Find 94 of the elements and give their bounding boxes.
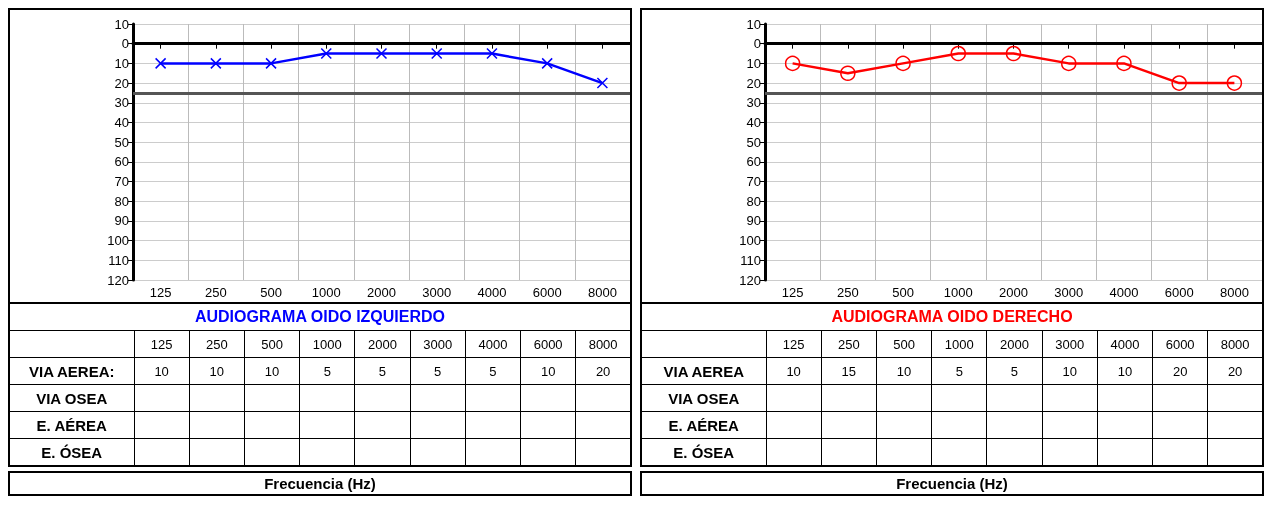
category-label: 3000 (1055, 336, 1085, 352)
x-axis-title: Frecuencia (Hz) (640, 471, 1264, 496)
x-tick-label: 250 (836, 285, 859, 300)
x-tick-label: 4000 (1109, 285, 1139, 300)
y-tick-label: 10 (746, 16, 761, 32)
category-label: 2000 (1000, 336, 1029, 352)
category-label: 4000 (1110, 336, 1140, 352)
data-label: 5 (986, 357, 1043, 385)
category-label: 8000 (1220, 336, 1250, 352)
data-label: 5 (465, 357, 521, 385)
y-tick-label: 30 (114, 95, 129, 111)
y-tick-label: 40 (114, 114, 129, 130)
x-tick-label: 500 (260, 285, 282, 300)
y-tick-label: 20 (114, 75, 129, 91)
data-label: 20 (575, 357, 631, 385)
x-tick-label: 6000 (1164, 285, 1194, 300)
data-label: 10 (876, 357, 932, 385)
y-tick-label: 50 (746, 134, 761, 150)
data-label: 5 (299, 357, 355, 385)
x-tick-label: 4000 (477, 285, 507, 300)
category-label: 250 (837, 336, 860, 352)
x-tick-label: 250 (204, 285, 227, 300)
data-label: 10 (766, 357, 822, 385)
x-tick-label: 125 (149, 285, 172, 300)
legend-label: VIA OSEA (641, 384, 766, 412)
text: VIA AEREA (641, 357, 766, 385)
category-label: 500 (893, 336, 915, 352)
text: AUDIOGRAMA OIDO IZQUIERDO (9, 303, 631, 331)
category-label: 2000 (368, 336, 397, 352)
y-tick-label: 120 (739, 272, 761, 288)
category-label: 6000 (533, 336, 563, 352)
data-label: 10 (244, 357, 300, 385)
y-tick-label: 70 (746, 174, 761, 190)
data-label: 5 (931, 357, 987, 385)
data-label: 10 (1042, 357, 1098, 385)
x-axis-title: Frecuencia (Hz) (8, 471, 632, 496)
y-tick-label: 80 (114, 193, 129, 209)
legend-label: VIA OSEA (9, 384, 134, 412)
x-tick-label: 1000 (311, 285, 341, 300)
y-tick-label: 100 (107, 233, 129, 249)
y-tick-label: 90 (114, 213, 129, 229)
data-label: 20 (1152, 357, 1208, 385)
y-tick-label: 0 (121, 36, 129, 52)
legend-label: E. AÉREA (9, 411, 134, 439)
x-tick-label: 3000 (422, 285, 452, 300)
x-tick-label: 500 (892, 285, 914, 300)
data-label: 5 (354, 357, 411, 385)
legend-label: E. ÓSEA (641, 438, 766, 466)
y-tick-label: 70 (114, 174, 129, 190)
x-tick-label: 2000 (999, 285, 1028, 300)
y-tick-label: 90 (746, 213, 761, 229)
x-tick-label: 3000 (1054, 285, 1084, 300)
category-label: 250 (205, 336, 228, 352)
x-tick-label: 2000 (367, 285, 396, 300)
data-label: 10 (520, 357, 576, 385)
x-tick-label: 8000 (587, 285, 617, 300)
category-label: 1000 (312, 336, 342, 352)
y-tick-label: 100 (739, 233, 761, 249)
data-label: 10 (134, 357, 190, 385)
x-tick-label: 6000 (532, 285, 562, 300)
y-tick-label: 60 (746, 154, 761, 170)
data-label: 15 (821, 357, 877, 385)
data-label: 20 (1207, 357, 1263, 385)
category-label: 3000 (423, 336, 453, 352)
y-tick-label: 120 (107, 272, 129, 288)
data-label: 10 (189, 357, 245, 385)
category-label: 125 (150, 336, 173, 352)
category-label: 6000 (1165, 336, 1195, 352)
y-tick-label: 10 (746, 55, 761, 71)
y-tick-label: 10 (114, 55, 129, 71)
legend-label: E. ÓSEA (9, 438, 134, 466)
y-tick-label: 10 (114, 16, 129, 32)
y-tick-label: 20 (746, 75, 761, 91)
y-tick-label: 60 (114, 154, 129, 170)
category-label: 500 (261, 336, 283, 352)
y-tick-label: 110 (108, 252, 129, 268)
y-tick-label: 50 (114, 134, 129, 150)
legend-label: E. AÉREA (641, 411, 766, 439)
data-label: 5 (410, 357, 466, 385)
category-label: 1000 (944, 336, 974, 352)
y-tick-label: 80 (746, 193, 761, 209)
x-tick-label: 125 (781, 285, 804, 300)
y-tick-label: 30 (746, 95, 761, 111)
y-tick-label: 40 (746, 114, 761, 130)
y-tick-label: 0 (753, 36, 761, 52)
y-tick-label: 110 (740, 252, 761, 268)
text: VIA AEREA: (9, 357, 134, 385)
category-label: 4000 (478, 336, 508, 352)
category-label: 125 (782, 336, 805, 352)
text: AUDIOGRAMA OIDO DERECHO (641, 303, 1263, 331)
x-tick-label: 1000 (943, 285, 973, 300)
category-label: 8000 (588, 336, 618, 352)
x-tick-label: 8000 (1219, 285, 1249, 300)
data-label: 10 (1097, 357, 1153, 385)
